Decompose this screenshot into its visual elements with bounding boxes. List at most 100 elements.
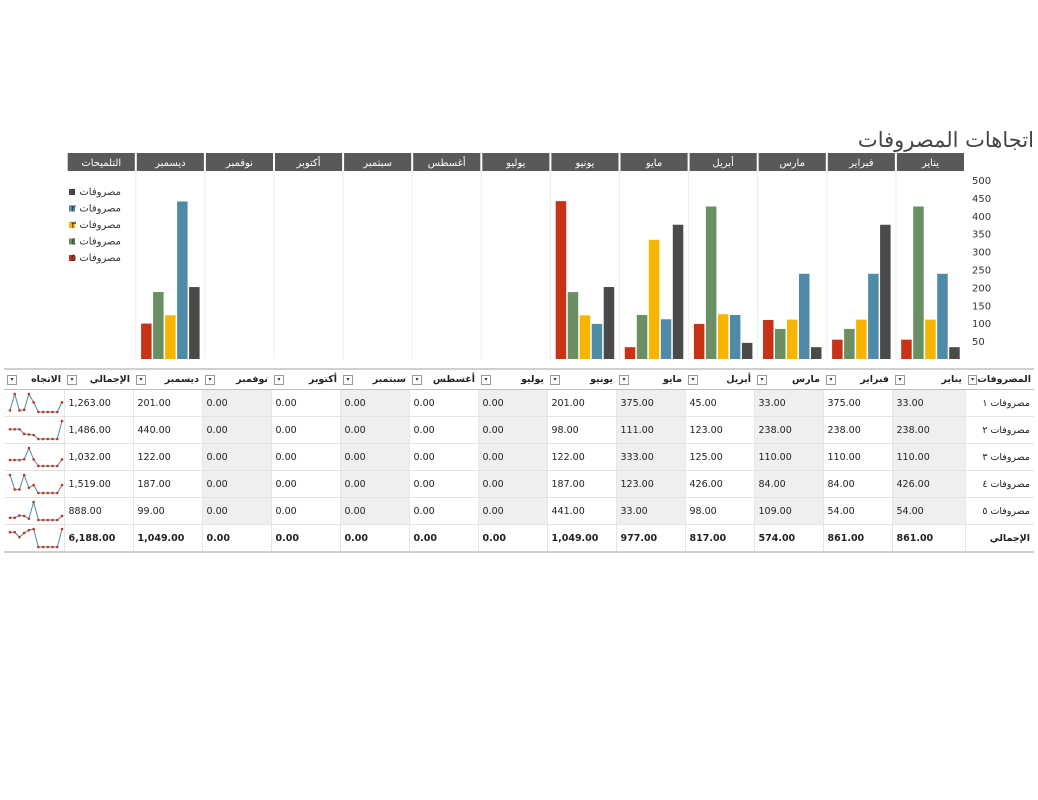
filter-dropdown-icon[interactable]: ▾: [343, 374, 353, 385]
filter-dropdown-icon[interactable]: ▾: [67, 374, 77, 385]
filter-dropdown-icon[interactable]: ▾: [274, 374, 284, 385]
cell-month-1: 33.00: [891, 389, 965, 417]
sparkline-path: [10, 420, 63, 440]
sparkline: [8, 446, 64, 468]
month-header-bg: [413, 153, 481, 171]
sparkline-point: [18, 458, 21, 462]
cell-month-3: 84.00: [753, 470, 823, 498]
sparkline-point: [41, 491, 45, 495]
sparkline-point: [8, 530, 12, 534]
filter-dropdown-icon[interactable]: ▾: [205, 374, 215, 385]
sparkline-point: [37, 545, 40, 549]
cell-month-11: 0.00: [201, 524, 271, 553]
header-expenses[interactable]: ▾ المصروفات: [965, 368, 1034, 390]
header-month-12-label: ديسمبر: [164, 374, 199, 385]
header-month-7[interactable]: ▾ يوليو: [478, 368, 547, 390]
header-month-12[interactable]: ▾ ديسمبر: [133, 368, 202, 390]
sparkline-point: [60, 458, 64, 461]
month-header-bg: [896, 153, 964, 171]
bar-4-series-4: [705, 206, 717, 359]
cell-month-4: 98.00: [684, 497, 754, 525]
month-header-7: يوليو: [505, 158, 525, 169]
cell-month-6: 201.00: [546, 389, 616, 417]
bar-12-series-2: [177, 201, 188, 359]
header-month-8[interactable]: ▾ أغسطس: [409, 368, 478, 390]
header-month-7-wrap: ▾ يوليو: [478, 374, 547, 385]
filter-dropdown-icon[interactable]: ▾: [895, 374, 905, 385]
header-trend[interactable]: ▾ الاتجاه: [4, 368, 64, 390]
trend-cell: [4, 524, 64, 553]
cell-month-10: 0.00: [270, 470, 340, 498]
header-month-6-label: يونيو: [590, 374, 613, 385]
cell-month-2: 861.00: [822, 524, 892, 553]
sparkline-point: [8, 409, 12, 412]
filter-dropdown-icon[interactable]: ▾: [619, 374, 629, 385]
row-label: مصروفات ٢: [964, 416, 1034, 444]
filter-dropdown-icon[interactable]: ▾: [7, 374, 17, 385]
sparkline-path: [9, 392, 63, 413]
bar-2-series-3: [856, 319, 867, 359]
sparkline-point: [46, 464, 50, 468]
bar-4-series-3: [717, 314, 729, 359]
bar-3-series-4: [775, 328, 786, 359]
header-total-label: الإجمالي: [89, 374, 130, 385]
cell-month-11: 0.00: [201, 497, 271, 525]
header-month-5[interactable]: ▾ مايو: [616, 368, 685, 390]
sparkline-point: [13, 427, 17, 431]
table-row: 1,519.00 187.00 0.00 0.00 0.00 0.00 0.00 187.00…: [4, 470, 1034, 498]
sparkline-point: [41, 518, 45, 522]
cell-month-4: 123.00: [684, 416, 754, 444]
sparkline-point: [27, 517, 31, 520]
filter-dropdown-icon[interactable]: ▾: [412, 374, 422, 385]
cell-month-12: 201.00: [132, 389, 202, 417]
sparkline-point: [55, 518, 59, 522]
header-month-1[interactable]: ▾ يناير: [892, 368, 965, 390]
sparkline-point: [60, 419, 64, 423]
filter-dropdown-icon[interactable]: ▾: [757, 374, 767, 385]
cell-month-6: 1,049.00: [546, 524, 616, 553]
cell-month-1: 54.00: [891, 497, 965, 525]
header-month-9[interactable]: ▾ سبتمبر: [340, 368, 409, 390]
table-header-row: ▾ الاتجاه ▾ الإجمالي ▾ ديسمبر ▾ نوفمبر ▾ أكتوبر ▾ س…: [4, 368, 1034, 390]
cell-month-1: 426.00: [891, 470, 965, 498]
sparkline-point: [13, 392, 17, 396]
header-month-3[interactable]: ▾ مارس: [754, 368, 823, 390]
month-header-8: أغسطس: [428, 156, 466, 169]
header-expenses-wrap: ▾ المصروفات: [965, 374, 1034, 385]
header-month-6[interactable]: ▾ يونيو: [547, 368, 616, 390]
header-total[interactable]: ▾ الإجمالي: [64, 368, 133, 390]
cell-month-1: 110.00: [891, 443, 965, 471]
filter-dropdown-icon[interactable]: ▾: [481, 374, 491, 385]
sparkline: [8, 392, 64, 414]
filter-dropdown-icon[interactable]: ▾: [826, 374, 836, 385]
filter-dropdown-icon[interactable]: ▾: [688, 374, 698, 385]
y-tick-label: 250: [972, 266, 991, 277]
sparkline-point: [32, 433, 35, 437]
header-month-10[interactable]: ▾ أكتوبر: [271, 368, 340, 390]
bar-4-series-5: [693, 323, 705, 359]
sparkline-point: [37, 410, 40, 414]
sparkline-point: [51, 437, 54, 441]
bar-6-series-2: [591, 323, 603, 359]
header-total-wrap: ▾ الإجمالي: [64, 374, 133, 385]
header-month-5-wrap: ▾ مايو: [616, 374, 685, 385]
bar-2-series-5: [832, 339, 843, 359]
filter-dropdown-icon[interactable]: ▾: [136, 374, 146, 385]
trend-cell: [4, 389, 64, 417]
cell-month-4: 817.00: [684, 524, 754, 553]
cell-month-4: 45.00: [684, 389, 754, 417]
cell-month-3: 109.00: [753, 497, 823, 525]
filter-dropdown-icon[interactable]: ▾: [550, 374, 560, 385]
cell-month-2: 238.00: [822, 416, 892, 444]
cell-month-12: 1,049.00: [132, 524, 202, 553]
filter-dropdown-icon[interactable]: ▾: [968, 374, 978, 385]
sparkline-point: [41, 545, 45, 549]
header-month-11[interactable]: ▾ نوفمبر: [202, 368, 271, 390]
row-label: الإجمالي: [964, 524, 1034, 553]
header-month-2[interactable]: ▾ فبراير: [823, 368, 892, 390]
trend-cell: [4, 443, 64, 471]
cell-month-6: 441.00: [546, 497, 616, 525]
sparkline-point: [37, 437, 40, 441]
sparkline-path: [10, 446, 63, 467]
header-month-4[interactable]: ▾ أبريل: [685, 368, 754, 390]
